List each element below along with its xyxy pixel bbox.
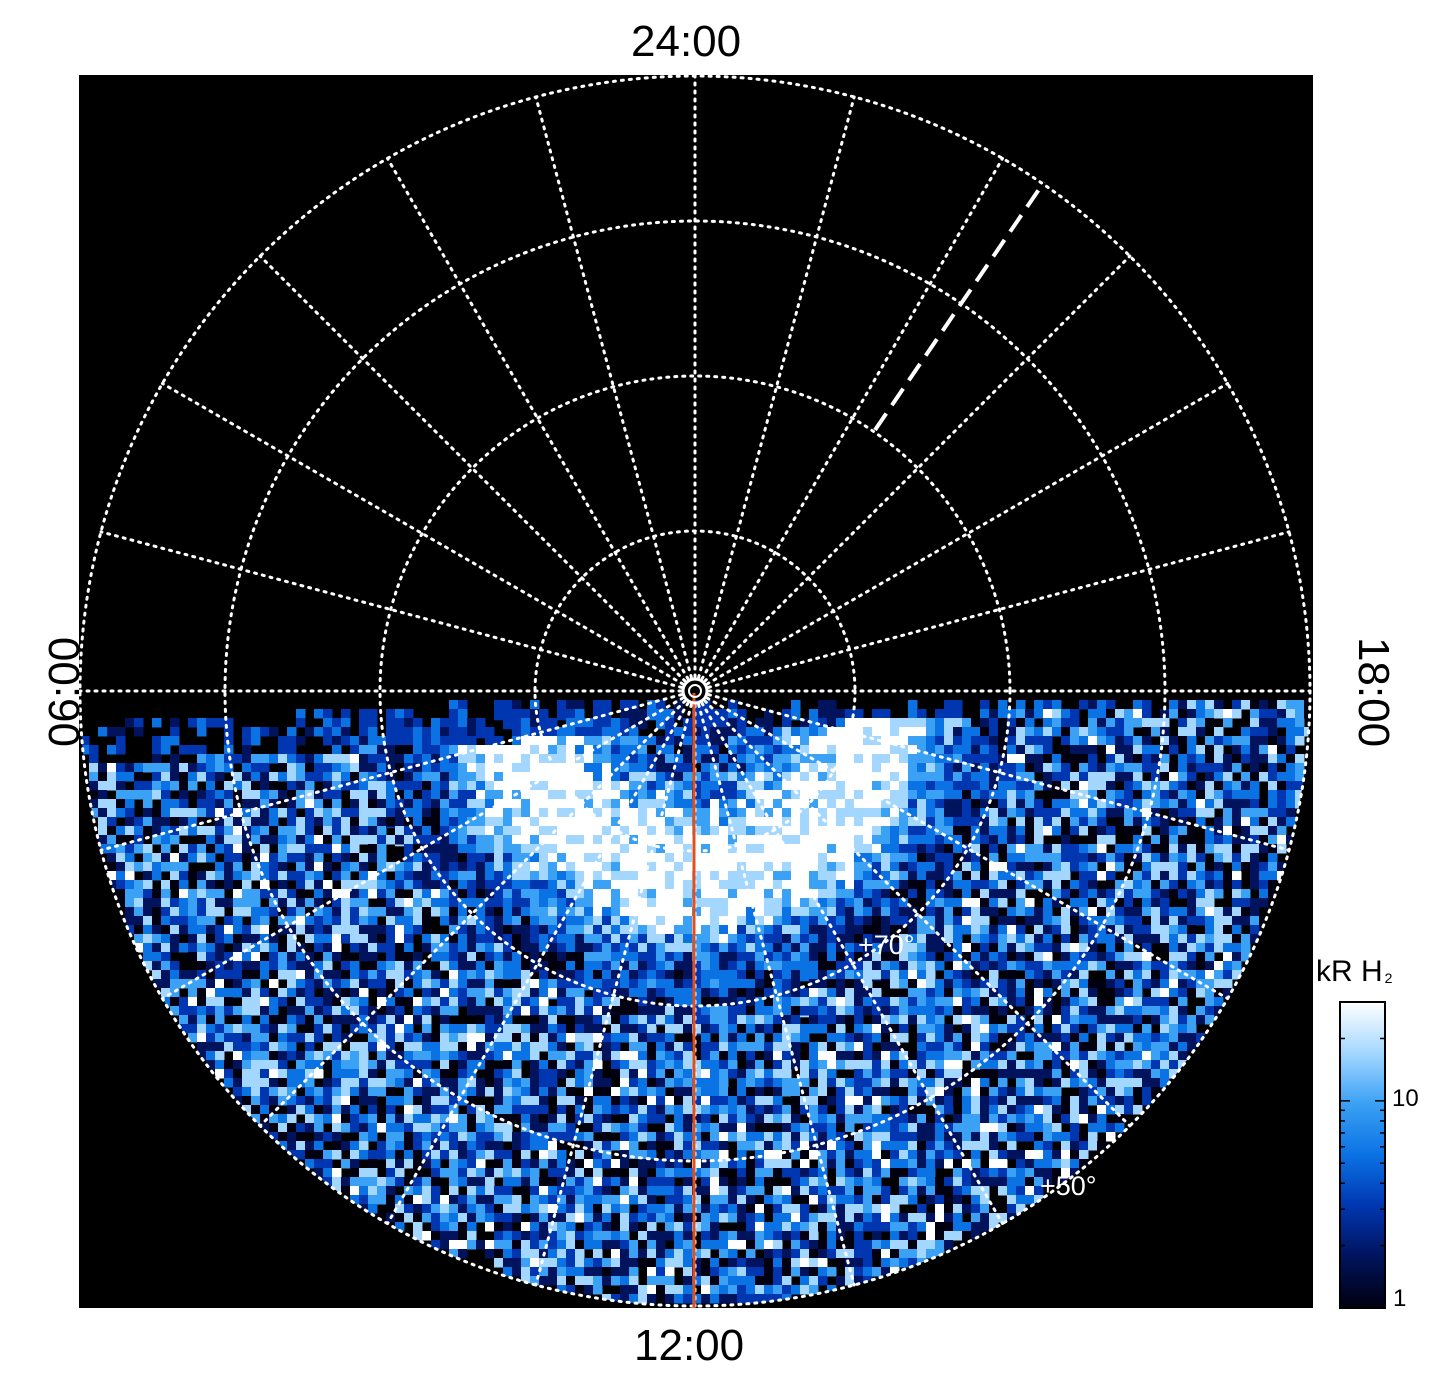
- local-time-label-right: 18:00: [1349, 636, 1399, 748]
- colorbar-title-text: kR H: [1316, 955, 1383, 988]
- colorbar-title-subscript: 2: [1384, 970, 1393, 986]
- colorbar-frame: [1339, 1001, 1386, 1309]
- colorbar-tick-10: 10: [1392, 1085, 1419, 1112]
- latitude-label-70: +70°: [858, 930, 915, 960]
- colorbar-tick-1: 1: [1393, 1285, 1407, 1312]
- latitude-label-50: +50°: [1040, 1171, 1097, 1201]
- local-time-label-top: 24:00: [631, 17, 742, 66]
- colorbar-gradient: [1340, 1002, 1385, 1308]
- colorbar-ticks: [1340, 1001, 1385, 1247]
- local-time-label-bottom: 12:00: [634, 1321, 745, 1370]
- colorbar: [1339, 1001, 1386, 1309]
- local-time-label-left: 06:00: [40, 636, 90, 748]
- pole-marker-icon: [681, 677, 709, 705]
- dashed-spacecraft-track: [873, 180, 1046, 432]
